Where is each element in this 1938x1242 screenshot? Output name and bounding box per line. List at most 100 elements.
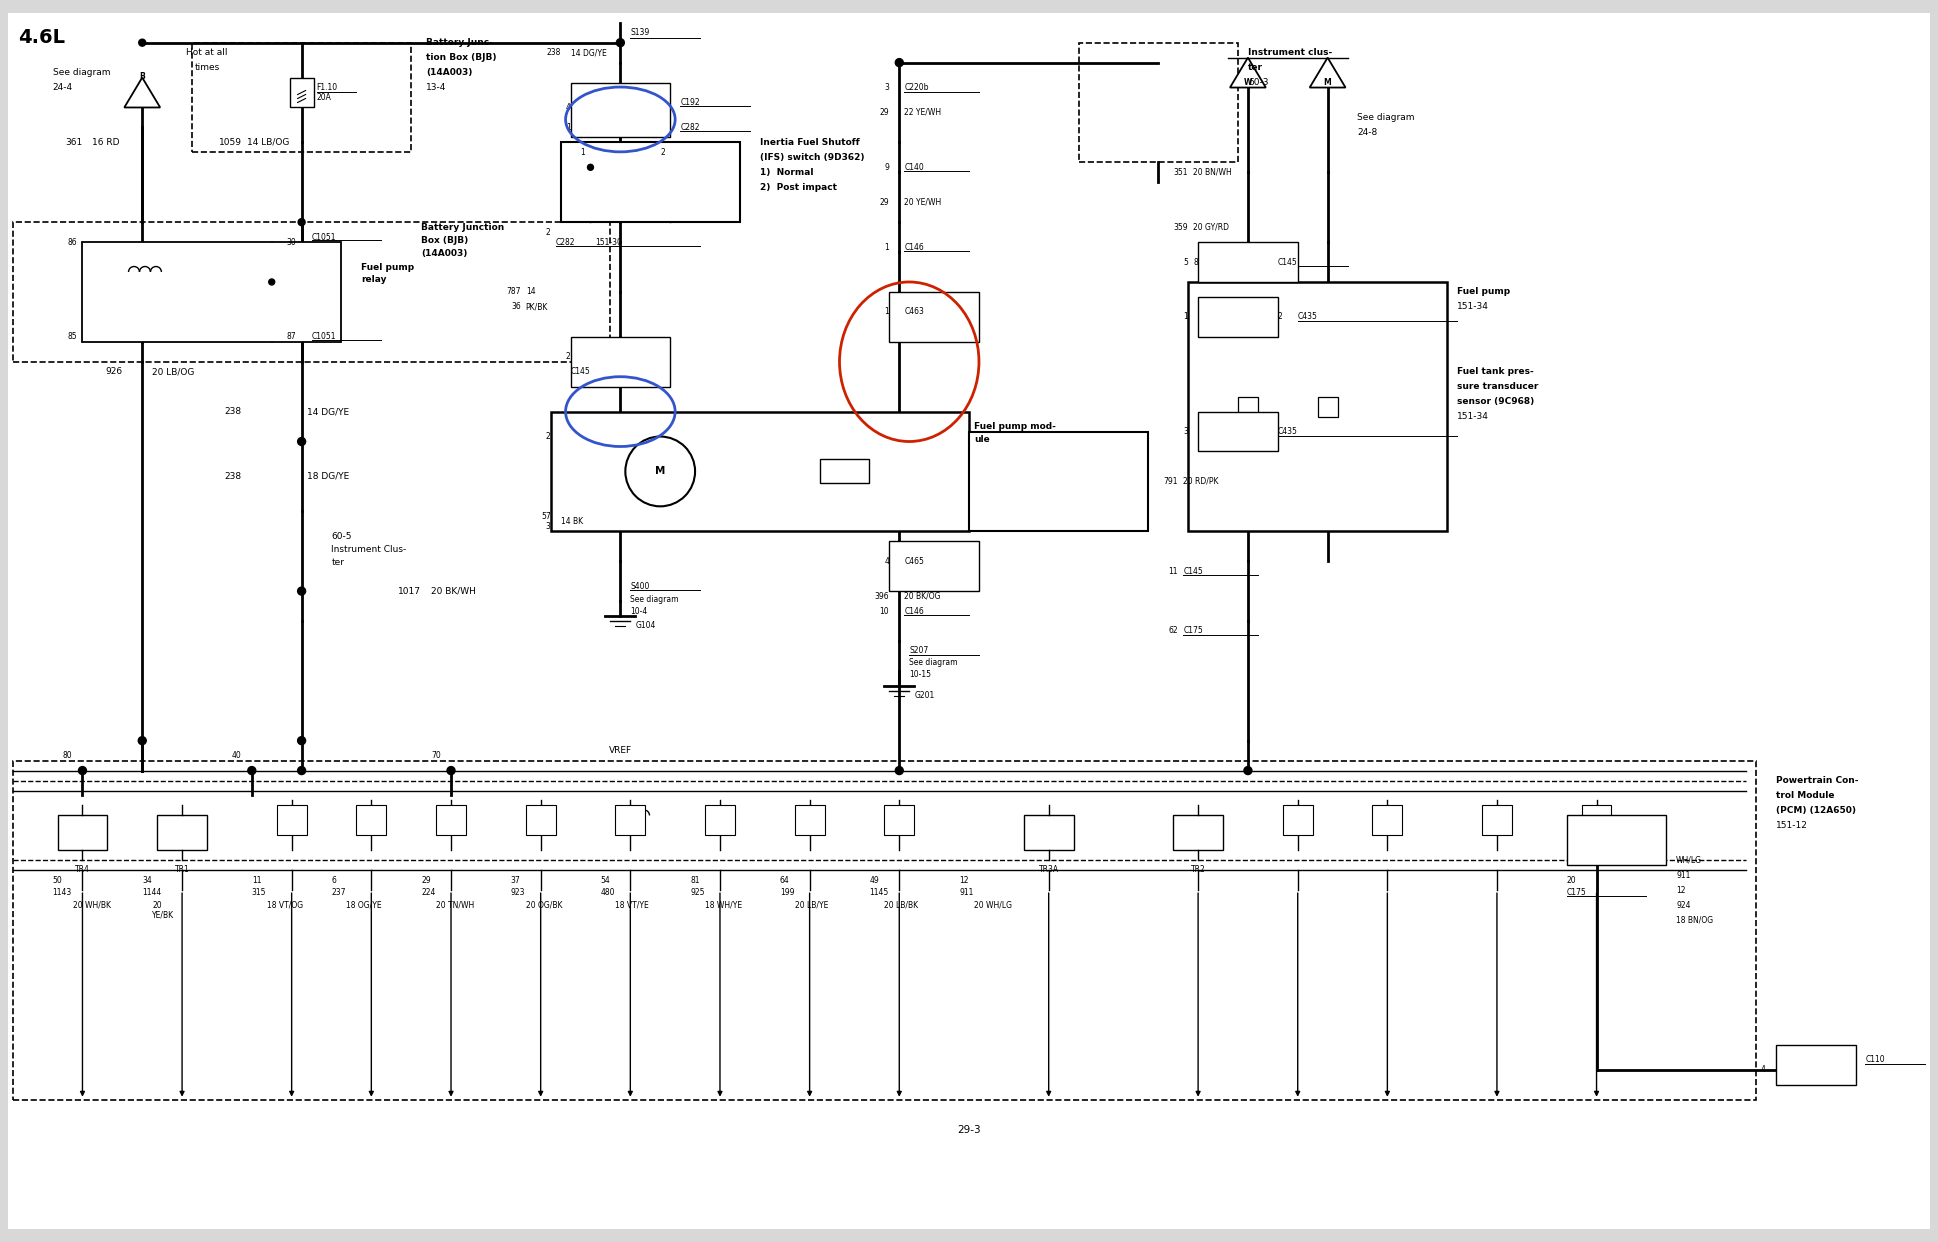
Text: Instrument Clus-: Instrument Clus- <box>331 545 407 554</box>
Text: 3: 3 <box>884 83 890 92</box>
Bar <box>570 82 671 138</box>
Text: 20 OG/BK: 20 OG/BK <box>525 900 562 909</box>
Text: 14: 14 <box>525 287 535 297</box>
Text: 64: 64 <box>779 876 789 884</box>
Polygon shape <box>124 77 161 108</box>
Text: 791: 791 <box>1163 477 1178 486</box>
Bar <box>890 542 979 591</box>
Text: Fuel pump: Fuel pump <box>360 262 415 272</box>
Text: 787: 787 <box>506 287 521 297</box>
Bar <box>550 411 969 532</box>
Circle shape <box>298 437 306 446</box>
Circle shape <box>1244 766 1252 775</box>
Bar <box>192 42 411 153</box>
Text: YE/BK: YE/BK <box>153 910 174 919</box>
Bar <box>969 431 1149 532</box>
Text: See diagram: See diagram <box>630 595 678 604</box>
Text: 22 YE/WH: 22 YE/WH <box>905 108 942 117</box>
Text: C175: C175 <box>1184 626 1203 636</box>
Text: 18 BN/OG: 18 BN/OG <box>1676 915 1713 924</box>
Text: 151-30: 151-30 <box>595 237 622 247</box>
Text: 70: 70 <box>432 751 442 760</box>
Bar <box>1198 242 1298 282</box>
Text: 29: 29 <box>880 197 890 206</box>
Circle shape <box>298 766 306 775</box>
Text: C435: C435 <box>1277 427 1298 436</box>
Text: ter: ter <box>1248 63 1264 72</box>
Text: ule: ule <box>975 435 990 445</box>
Text: TR1: TR1 <box>174 866 190 874</box>
Text: C146: C146 <box>905 606 924 616</box>
Text: C145: C145 <box>1277 257 1298 267</box>
Bar <box>1172 816 1223 851</box>
Text: 50: 50 <box>52 876 62 884</box>
Text: M: M <box>1324 78 1331 87</box>
Text: 361: 361 <box>66 138 83 147</box>
Text: B: B <box>140 72 145 81</box>
Text: 29-3: 29-3 <box>957 1124 981 1134</box>
Text: C1051: C1051 <box>312 333 335 342</box>
Bar <box>1483 806 1512 836</box>
Text: 87: 87 <box>287 333 297 342</box>
Text: 5: 5 <box>1184 257 1188 267</box>
Text: 351: 351 <box>1174 168 1188 176</box>
Text: 926: 926 <box>105 368 122 376</box>
Text: 1: 1 <box>884 307 890 317</box>
Text: 1144: 1144 <box>141 888 161 897</box>
Text: 359: 359 <box>1174 222 1188 231</box>
Text: 911: 911 <box>1676 871 1690 879</box>
Text: C146: C146 <box>905 242 924 252</box>
Text: 237: 237 <box>331 888 347 897</box>
Circle shape <box>298 219 304 226</box>
Circle shape <box>269 279 275 284</box>
Text: Battery Junction: Battery Junction <box>421 222 504 231</box>
Text: 20 TN/WH: 20 TN/WH <box>436 900 475 909</box>
Bar <box>525 806 556 836</box>
Text: 13-4: 13-4 <box>426 83 446 92</box>
Bar <box>560 143 740 222</box>
Text: 57: 57 <box>541 512 550 520</box>
Text: 29: 29 <box>421 876 430 884</box>
Text: 9: 9 <box>884 163 890 171</box>
Text: 923: 923 <box>512 888 525 897</box>
Text: 1017: 1017 <box>397 586 421 596</box>
Text: 37: 37 <box>512 876 521 884</box>
Bar <box>14 222 610 361</box>
Text: C282: C282 <box>680 123 700 132</box>
Bar <box>1283 806 1312 836</box>
Bar <box>820 460 870 483</box>
Text: 29: 29 <box>880 108 890 117</box>
Bar <box>1372 806 1403 836</box>
Circle shape <box>298 587 306 595</box>
Text: 20: 20 <box>1566 876 1576 884</box>
Text: 12: 12 <box>959 876 969 884</box>
Text: 18 VT/OG: 18 VT/OG <box>267 900 302 909</box>
Text: 238: 238 <box>547 48 560 57</box>
Circle shape <box>140 40 145 46</box>
Text: See diagram: See diagram <box>52 68 110 77</box>
Circle shape <box>616 39 624 47</box>
Text: (IFS) switch (9D362): (IFS) switch (9D362) <box>760 153 864 161</box>
Text: C435: C435 <box>1298 313 1318 322</box>
Bar <box>1238 396 1258 416</box>
Circle shape <box>895 58 903 67</box>
Text: Powertrain Con-: Powertrain Con- <box>1775 776 1859 785</box>
Bar <box>1775 1045 1855 1084</box>
Text: 18 VT/YE: 18 VT/YE <box>616 900 649 909</box>
Text: 911: 911 <box>959 888 973 897</box>
Text: 20A: 20A <box>316 93 331 102</box>
Text: C175: C175 <box>1566 888 1587 897</box>
Bar <box>436 806 465 836</box>
Text: C140: C140 <box>905 163 924 171</box>
Text: 925: 925 <box>690 888 705 897</box>
Text: 20 YE/WH: 20 YE/WH <box>905 197 942 206</box>
Text: 2: 2 <box>1277 313 1283 322</box>
Bar <box>1023 816 1074 851</box>
Bar <box>83 242 341 342</box>
Bar <box>616 806 645 836</box>
Bar <box>157 816 207 851</box>
Circle shape <box>248 766 256 775</box>
Text: WH/LG: WH/LG <box>1676 856 1702 864</box>
Text: 238: 238 <box>225 407 242 416</box>
Text: 1059: 1059 <box>219 138 242 147</box>
